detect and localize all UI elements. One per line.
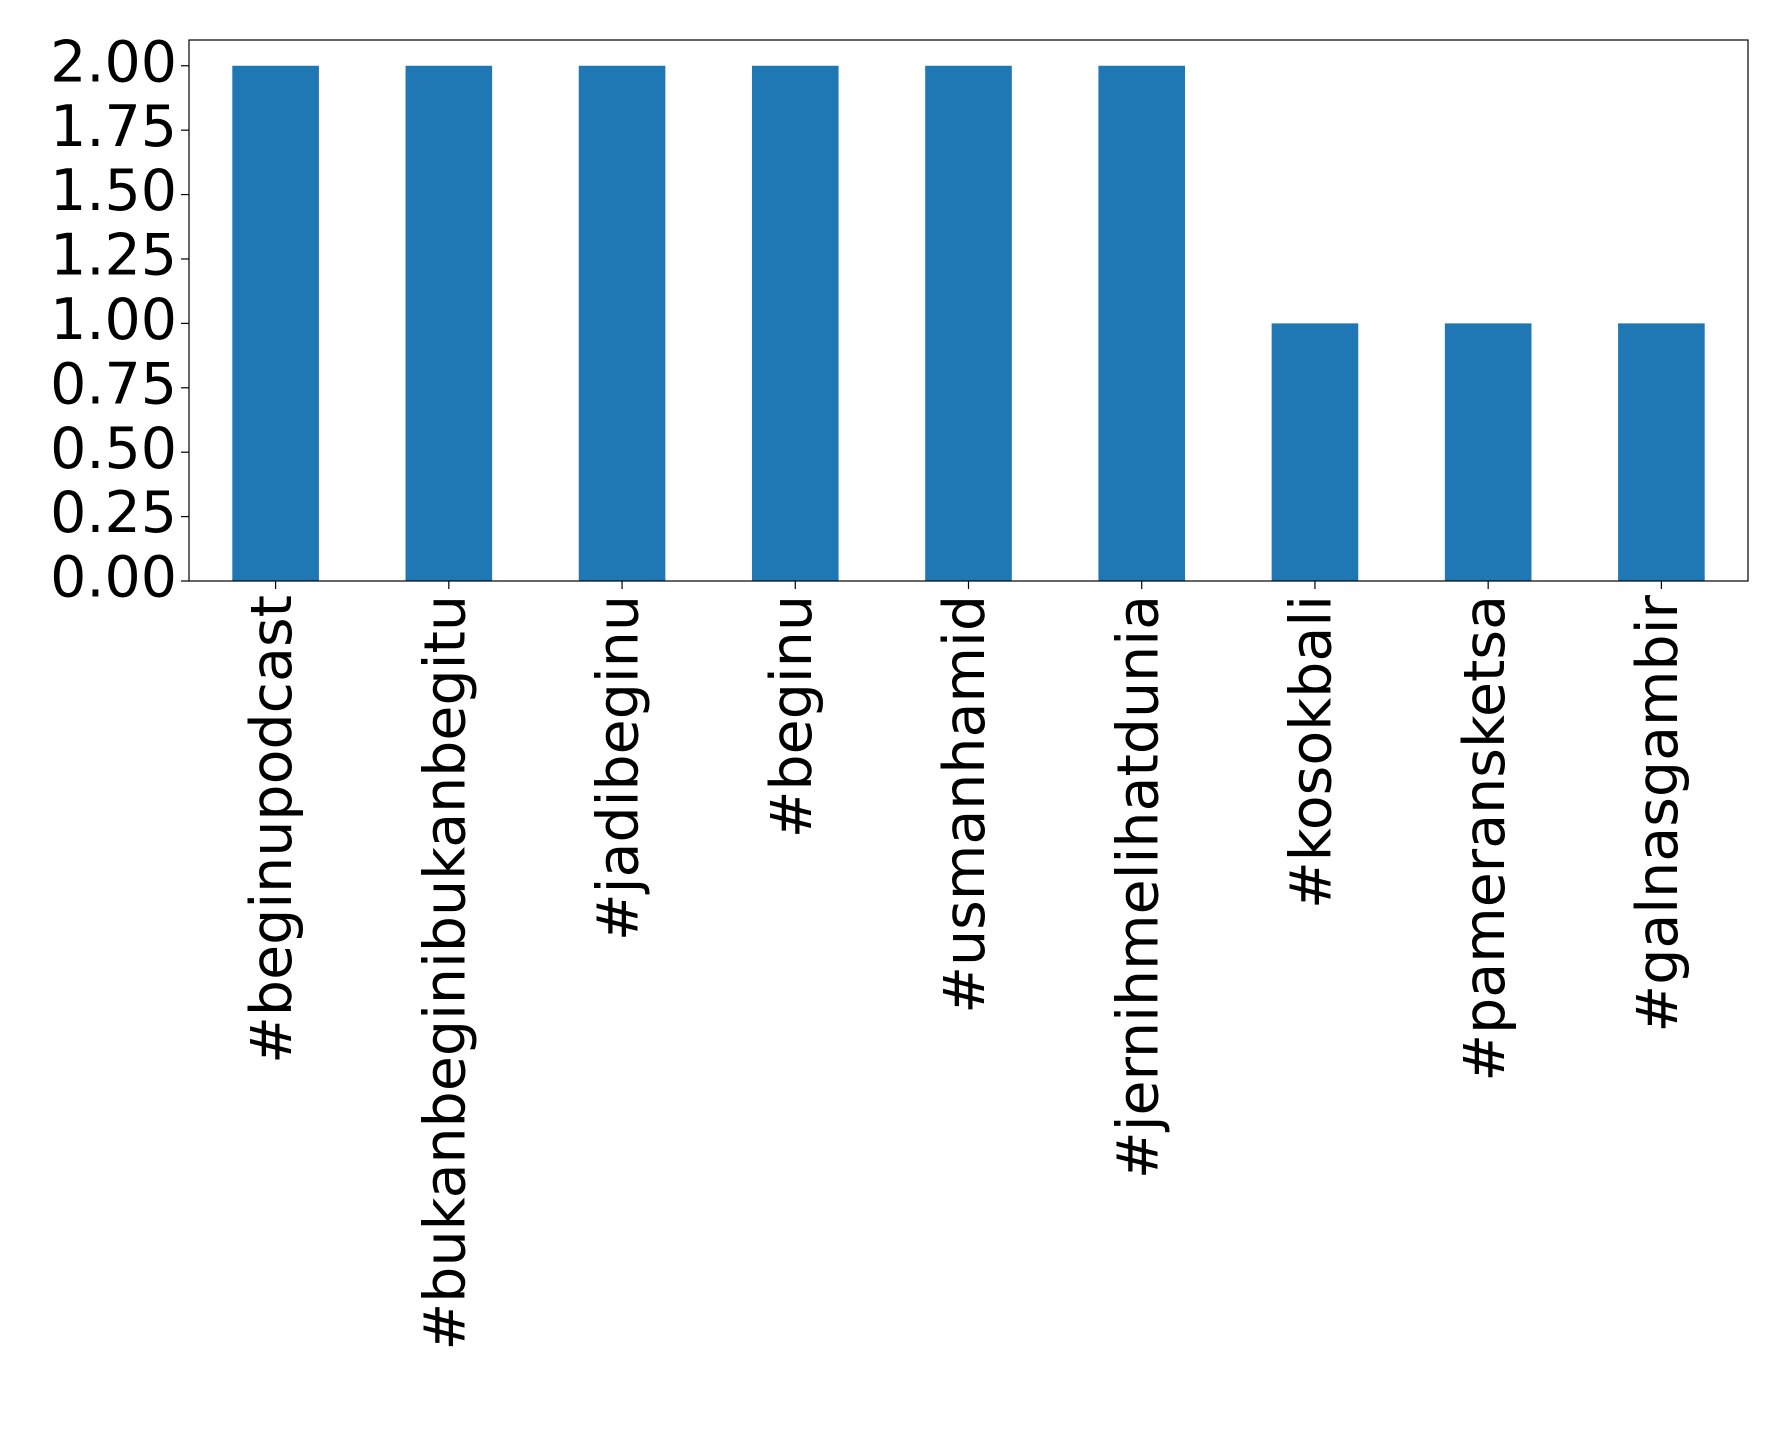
y-tick-label: 0.50 xyxy=(50,416,177,482)
x-tick-label: #jadibeginu xyxy=(586,595,652,941)
bar xyxy=(1271,323,1359,581)
x-tick-label: #pameransketsa xyxy=(1452,595,1518,1082)
y-tick-label: 1.00 xyxy=(50,287,177,353)
plot-frame xyxy=(188,39,1749,582)
bar xyxy=(1444,323,1532,581)
x-tick-label: #beginupodcast xyxy=(239,595,305,1064)
bar xyxy=(578,65,666,581)
x-tick-label: #beginu xyxy=(759,595,825,838)
bar xyxy=(232,65,319,581)
y-tick-label: 1.50 xyxy=(50,158,177,224)
x-tick-label: #bukanbeginibukanbegitu xyxy=(412,595,478,1350)
x-tick-label: #usmanhamid xyxy=(932,595,998,1014)
y-tick-label: 1.75 xyxy=(50,94,177,160)
bar xyxy=(1098,65,1186,581)
y-tick-label: 2.00 xyxy=(50,29,177,95)
y-tick-label: 1.25 xyxy=(50,223,177,289)
bar xyxy=(405,65,493,581)
x-tick-label: #jernihmelihatdunia xyxy=(1105,595,1171,1179)
x-tick-label: #galnasgambir xyxy=(1625,594,1691,1032)
y-tick-label: 0.25 xyxy=(50,480,177,546)
bar xyxy=(1618,323,1705,581)
bar xyxy=(751,65,839,581)
y-tick-label: 0.75 xyxy=(50,351,177,417)
x-tick-label: #kosokbali xyxy=(1279,595,1345,909)
y-tick-label: 0.00 xyxy=(50,545,177,611)
bar xyxy=(925,65,1012,581)
